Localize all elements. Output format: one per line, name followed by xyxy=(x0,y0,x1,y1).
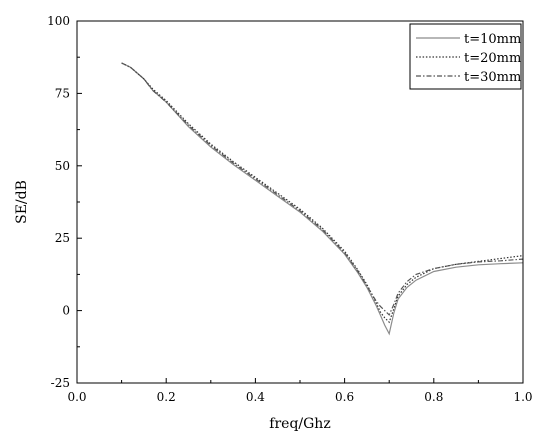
x-tick-label: 0.8 xyxy=(424,390,443,404)
y-axis-label: SE/dB xyxy=(14,180,30,224)
y-axis: -25 0 25 50 75 100 xyxy=(47,14,82,390)
y-tick-label: -25 xyxy=(51,376,70,390)
legend: t=10mm t=20mm t=30mm xyxy=(409,23,522,90)
series-layer xyxy=(121,62,524,336)
x-axis-label: freq/Ghz xyxy=(269,416,330,432)
y-tick-label: 0 xyxy=(62,304,70,318)
x-tick-label: 0.0 xyxy=(67,390,86,404)
series-line-3 xyxy=(121,62,524,316)
y-tick-label: 50 xyxy=(55,159,70,173)
legend-label-2: t=20mm xyxy=(464,51,521,66)
x-tick-label: 0.2 xyxy=(157,390,176,404)
legend-label-1: t=10mm xyxy=(464,32,521,47)
series-line-1 xyxy=(121,62,524,336)
series-line-2 xyxy=(121,62,524,324)
x-tick-label: 0.6 xyxy=(335,390,354,404)
y-tick-label: 25 xyxy=(55,231,70,245)
x-axis: 0.0 0.2 0.4 0.6 0.8 1.0 xyxy=(67,378,533,404)
plot-frame xyxy=(76,20,524,384)
x-tick-label: 1.0 xyxy=(513,390,532,404)
y-tick-label: 100 xyxy=(47,14,70,28)
legend-label-3: t=30mm xyxy=(464,70,521,85)
x-tick-label: 0.4 xyxy=(246,390,265,404)
legend-box xyxy=(409,23,522,90)
y-tick-label: 75 xyxy=(55,86,70,100)
